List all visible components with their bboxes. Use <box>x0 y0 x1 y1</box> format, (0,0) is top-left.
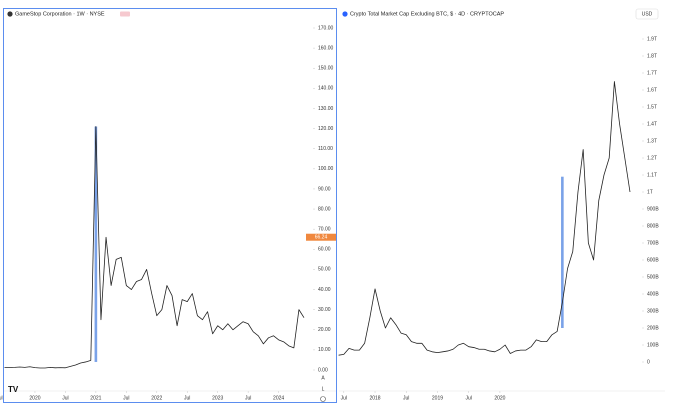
y-tick-label: 500B <box>647 274 659 280</box>
y-tick-label: 120.00 <box>318 126 334 132</box>
y-tick-label: 1.5T <box>647 104 657 110</box>
scale-button[interactable]: A <box>321 375 325 381</box>
price-line <box>338 81 631 356</box>
currency-label[interactable]: USD <box>642 11 653 17</box>
y-tick-label: 40.00 <box>318 287 331 293</box>
x-tick-label: 2020 <box>494 395 505 401</box>
y-tick-label: 900B <box>647 206 659 212</box>
x-tick-label: Jul <box>465 395 471 401</box>
x-tick-label: Jul <box>341 395 347 401</box>
y-tick-label: 400B <box>647 291 659 297</box>
y-tick-label: 300B <box>647 308 659 314</box>
y-tick-label: 140.00 <box>318 86 334 92</box>
y-tick-label: 700B <box>647 240 659 246</box>
highlight-bar <box>94 126 98 362</box>
x-tick-label: Jul <box>123 395 129 401</box>
chart-title: GameStop Corporation · 1W · NYSE <box>15 11 105 17</box>
x-tick-label: 2023 <box>212 395 223 401</box>
price-label-box <box>306 233 336 241</box>
y-tick-label: 150.00 <box>318 66 334 72</box>
active-panel-border <box>3 8 337 403</box>
x-tick-label: 2020 <box>29 395 40 401</box>
badge <box>120 11 130 17</box>
settings-icon[interactable] <box>320 396 326 402</box>
x-tick-label: 2022 <box>151 395 162 401</box>
x-tick-label: 2019 <box>432 395 443 401</box>
y-tick-label: 1.9T <box>647 36 657 42</box>
x-tick-label: Jul <box>62 395 68 401</box>
x-tick-label: 2021 <box>90 395 101 401</box>
symbol-icon <box>7 11 13 17</box>
y-tick-label: 70.00 <box>318 227 331 233</box>
x-tick-label: Jul <box>403 395 409 401</box>
scale-button[interactable]: L <box>322 386 325 392</box>
symbol-icon <box>342 11 348 17</box>
y-tick-label: 80.00 <box>318 206 331 212</box>
tv-logo: TV <box>8 385 19 394</box>
x-tick-label: Jul <box>0 395 3 401</box>
y-tick-label: 170.00 <box>318 25 334 31</box>
y-tick-label: 90.00 <box>318 186 331 192</box>
y-tick-label: 200B <box>647 325 659 331</box>
y-tick-label: 100B <box>647 342 659 348</box>
x-tick-label: 2018 <box>369 395 380 401</box>
y-tick-label: 1.3T <box>647 138 657 144</box>
y-tick-label: 20.00 <box>318 327 331 333</box>
price-line <box>4 126 305 369</box>
y-tick-label: 1.6T <box>647 87 657 93</box>
y-tick-label: 1.2T <box>647 155 657 161</box>
y-tick-label: 1.7T <box>647 70 657 76</box>
y-tick-label: 1T <box>647 189 653 195</box>
y-tick-label: 1.8T <box>647 53 657 59</box>
y-tick-label: 60.00 <box>318 247 331 253</box>
y-tick-label: 800B <box>647 223 659 229</box>
y-tick-label: 160.00 <box>318 45 334 51</box>
y-tick-label: 1.4T <box>647 121 657 127</box>
y-tick-label: 600B <box>647 257 659 263</box>
price-label: 66.24 <box>315 235 328 241</box>
currency-box[interactable] <box>635 8 659 20</box>
y-tick-label: 50.00 <box>318 267 331 273</box>
y-tick-label: 100.00 <box>318 166 334 172</box>
highlight-bar <box>561 176 564 328</box>
y-tick-label: 1.1T <box>647 172 657 178</box>
y-tick-label: 0 <box>647 359 650 365</box>
x-tick-label: 2024 <box>273 395 284 401</box>
x-tick-label: Jul <box>184 395 190 401</box>
x-tick-label: Jul <box>245 395 251 401</box>
chart-title: Crypto Total Market Cap Excluding BTC, $… <box>350 11 504 17</box>
charts: GameStop Corporation · 1W · NYSE 0.00 10.0… <box>0 11 659 401</box>
y-tick-label: 110.00 <box>318 146 333 152</box>
y-tick-label: 30.00 <box>318 307 331 313</box>
y-tick-label: 10.00 <box>318 347 331 353</box>
y-tick-label: 130.00 <box>318 106 334 112</box>
y-tick-label: 0.00 <box>318 367 328 373</box>
